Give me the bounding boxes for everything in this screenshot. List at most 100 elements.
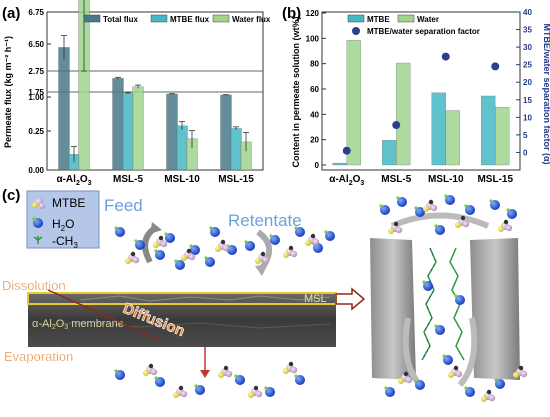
mtbe-atom [290,366,298,374]
water-oxygen [445,195,455,205]
panel-c-label: (c) [2,187,20,204]
water-molecule [189,244,200,255]
mtbe-molecule [181,248,196,261]
water-molecule [174,259,185,270]
mtbe-atom [505,224,513,232]
water-hydrogen [434,324,438,328]
water-oxygen [325,231,335,241]
water-molecule [454,294,465,305]
a-legend-total: Total flux [83,14,139,24]
panel-b-label: (b) [282,5,301,22]
retentate-curve-arrow [256,229,272,270]
feed-arrowhead [150,222,162,234]
a-ytick-label: 1.00 [28,93,44,102]
water-molecule [489,199,500,210]
panel-b-y-axis: 0 20 40 60 80 100 120 [306,9,326,170]
water-oxygen [465,205,475,215]
b-bar [346,40,361,166]
b-legend-factor-marker [352,27,360,35]
water-hydrogen [114,226,118,230]
water-oxygen [227,245,237,255]
a-ytick-label: 2.75 [28,67,44,76]
water-hydrogen [164,232,168,236]
mtbe-atom [158,235,164,241]
water-hydrogen [154,376,158,380]
b-y2tick-label: 40 [523,8,532,17]
mtbe-atom [455,222,461,228]
diffusion-arrow [47,289,161,341]
water-oxygen [165,233,175,243]
b-ytick-label: 20 [310,136,319,145]
b-scatter-point [491,62,500,71]
top-curve-arrow [390,212,490,229]
water-oxygen [435,225,445,235]
mtbe-atom [220,239,226,245]
a-ytick-label: 1.75 [28,88,44,97]
water-molecule [194,384,205,395]
mtbe-molecule [498,219,513,232]
a-bar [122,93,134,171]
water-molecule [324,230,335,241]
mtbe-atom [388,228,394,234]
membrane-sem-image [28,292,336,347]
a-bar [132,86,144,171]
water-oxygen [295,227,305,237]
panel-a-chart: (a) 0.00 0.25 1.001.75 2.75 6.50 6.75 Total f… [2,0,271,187]
a-xtick-label: MSL-15 [218,174,254,185]
water-molecule [414,379,425,390]
a-bar [230,128,242,171]
water-oxygen [385,387,395,397]
b-bar [396,62,411,166]
water-oxygen [490,200,500,210]
water-hydrogen [194,384,198,388]
water-molecule [434,224,445,235]
mtbe-atom [255,258,261,264]
mtbe-atom [150,368,158,376]
mtbe-atom [395,226,403,234]
mtbe-atom [148,363,154,369]
b-bar [445,110,460,166]
panel-b-bars [332,40,510,166]
methyl-legend-icon [33,236,43,244]
a-legend-water-swatch [212,14,230,23]
a-bar [220,94,232,171]
msl-label: MSL [304,293,327,305]
b-y2tick-label: 5 [523,131,528,140]
water-hydrogen [154,249,158,253]
water-oxygen [380,205,390,215]
mtbe-atom [260,251,266,257]
water-hydrogen [379,204,383,208]
membrane-texture-lower [39,321,331,329]
mtbe-atom [393,221,399,227]
water-hydrogen [204,256,208,260]
panel-a-bars [58,0,252,171]
water-molecule [414,206,425,217]
mtbe-molecule [455,215,470,228]
b-legend-water: Water [397,14,439,24]
mtbe-molecule [481,389,496,402]
b-ytick-label: 40 [310,110,319,119]
mtbe-molecule [388,221,403,234]
mtbe-atom [178,385,184,391]
a-bar [112,78,124,171]
panel-a-ylabel: Permeate flux (kg m⁻² h⁻¹) [3,36,13,148]
water-molecule [264,386,275,397]
mtbe-molecule [248,385,263,398]
mtbe-molecule [218,365,233,378]
b-xtick-label: MSL-15 [477,174,513,185]
b-y2tick-label: 35 [523,26,532,35]
mtbe-atom [428,199,434,205]
water-oxygen [155,377,165,387]
mtbe-atom [405,376,413,384]
mtbe-atom [225,370,233,378]
mtbe-atom [248,392,254,398]
b-bar [481,95,496,166]
b-bar [431,92,446,166]
mtbe-molecule [398,371,413,384]
b-ytick-label: 100 [306,34,320,43]
mtbe-atom [283,368,289,374]
water-hydrogen [324,230,328,234]
water-hydrogen [494,378,498,382]
a-legend-total-swatch [83,14,101,23]
water-hydrogen [464,204,468,208]
